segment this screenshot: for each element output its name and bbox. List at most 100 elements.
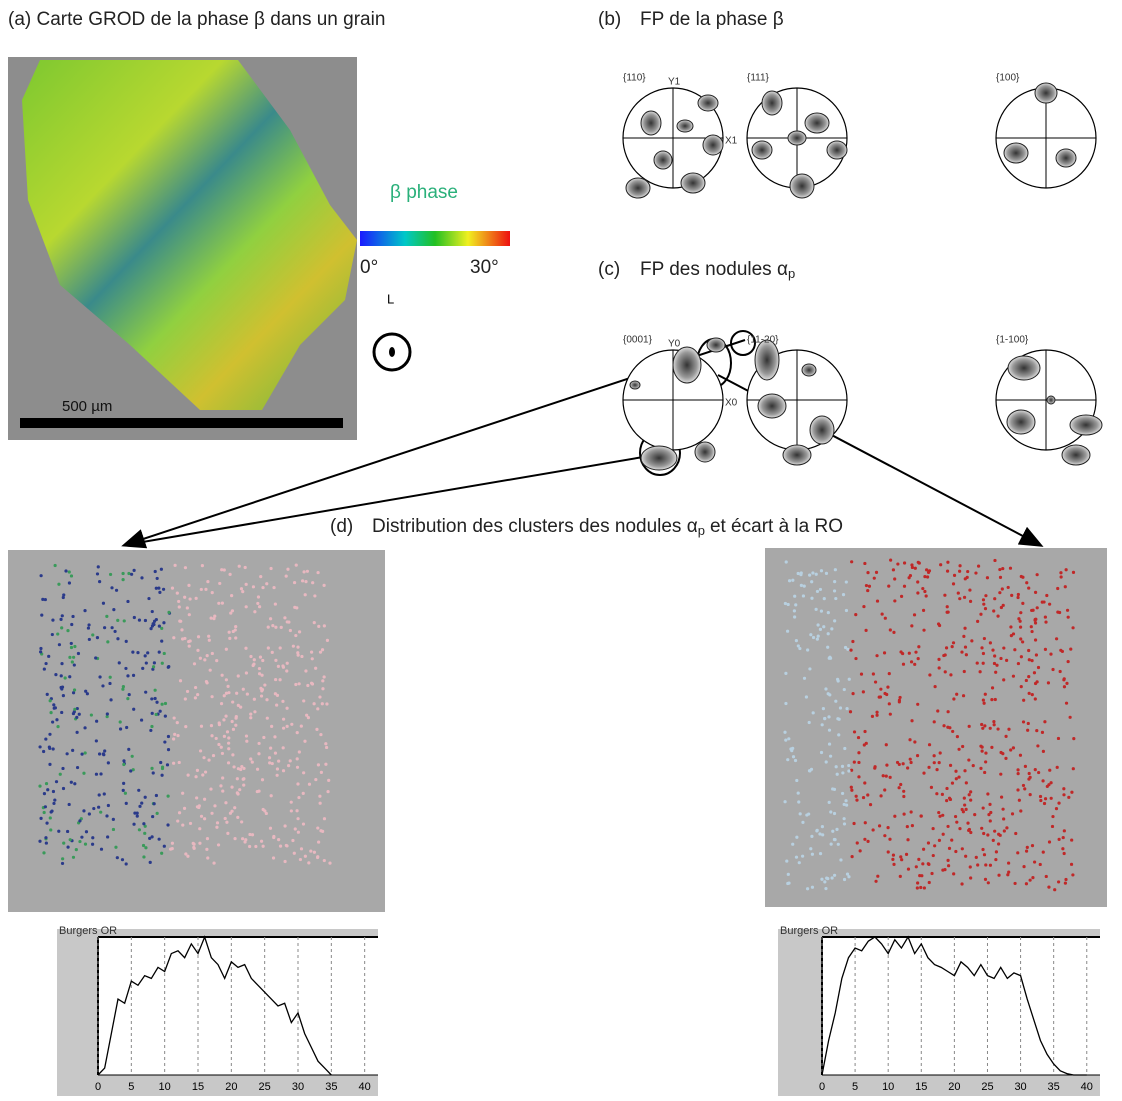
cluster-dot (913, 566, 917, 570)
cluster-dot (855, 841, 859, 845)
cluster-dot (938, 751, 942, 755)
cluster-dot (163, 714, 167, 718)
cluster-dot (937, 666, 941, 670)
cluster-dot (166, 823, 170, 827)
cluster-dot (108, 681, 112, 686)
cluster-dot (78, 839, 82, 844)
cluster-dot (302, 570, 306, 574)
cluster-dot (132, 568, 136, 572)
cluster-dot (969, 790, 973, 794)
cluster-dot (948, 763, 953, 767)
cluster-dot (1016, 661, 1021, 666)
cluster-dot (271, 856, 276, 860)
cluster-dot (281, 726, 286, 730)
cluster-dot (933, 685, 937, 689)
cluster-dot (939, 563, 943, 567)
cluster-dot (296, 817, 300, 821)
cluster-dot (874, 570, 879, 574)
cluster-dot (243, 565, 247, 570)
cluster-dot (854, 613, 858, 617)
cluster-dot (850, 855, 854, 859)
cluster-dot (950, 645, 954, 649)
cluster-dot (318, 794, 322, 798)
cluster-dot (785, 859, 789, 863)
cluster-dot (87, 623, 91, 627)
cluster-dot (62, 841, 66, 845)
cluster-dot (809, 847, 813, 851)
cluster-dot (1016, 595, 1020, 600)
cluster-dot (1000, 587, 1004, 591)
cluster-dot (987, 813, 991, 817)
cluster-dot (919, 814, 923, 818)
chart-title: Burgers OR (59, 925, 117, 937)
cluster-dot (255, 767, 260, 771)
cluster-dot (95, 572, 100, 576)
cluster-dot (893, 599, 897, 603)
cluster-dot (154, 793, 158, 798)
cluster-dot (930, 871, 934, 876)
cluster-dot (62, 593, 66, 597)
cluster-dot (222, 718, 226, 722)
cluster-dot (54, 673, 58, 677)
cluster-dot (295, 765, 300, 769)
cluster-dot (162, 621, 166, 625)
cluster-dot (40, 613, 44, 617)
cluster-dot (315, 727, 319, 731)
cluster-dot (188, 597, 192, 601)
cluster-dot (1004, 734, 1008, 738)
cluster-dot (53, 563, 57, 568)
cluster-dot (318, 695, 322, 699)
cluster-dot (316, 826, 320, 830)
cluster-dot (292, 580, 297, 585)
cluster-dot (941, 813, 945, 817)
cluster-dot (1045, 593, 1049, 598)
cluster-dot (793, 615, 797, 619)
cluster-dot (221, 776, 225, 780)
cluster-dot (994, 850, 999, 854)
cluster-dot (226, 684, 230, 688)
cluster-dot (844, 803, 849, 807)
x-tick-label: 0 (95, 1081, 101, 1093)
cluster-dot (250, 833, 255, 837)
cluster-dot (807, 812, 811, 816)
cluster-dot (1027, 658, 1031, 662)
cluster-dot (127, 692, 131, 697)
cluster-dot (946, 824, 950, 829)
cluster-dot (144, 661, 148, 665)
cluster-dot (1002, 678, 1006, 682)
cluster-dot (321, 679, 325, 683)
cluster-dot (984, 751, 988, 755)
cluster-dot (1033, 618, 1037, 622)
cluster-dot (86, 626, 91, 630)
cluster-dot (224, 647, 228, 651)
cluster-dot (85, 692, 89, 696)
cluster-dot (893, 577, 897, 581)
cluster-dot (295, 809, 299, 813)
cluster-dot (937, 657, 941, 661)
cluster-dot (301, 579, 305, 583)
cluster-dot (185, 606, 189, 610)
cluster-dot (269, 566, 273, 571)
pole-label: {110} (623, 73, 646, 84)
cluster-dot (1030, 608, 1034, 613)
cluster-dot (135, 811, 139, 815)
cluster-dot (291, 838, 295, 843)
cluster-dot (999, 750, 1003, 755)
cluster-dot (241, 687, 245, 691)
cluster-dot (122, 781, 126, 785)
cluster-dot (1048, 768, 1052, 772)
cluster-dot (60, 861, 65, 866)
cluster-dot (318, 801, 322, 805)
cluster-dot (808, 667, 812, 671)
cluster-dot (163, 701, 168, 706)
cluster-dot (829, 810, 833, 814)
cluster-dot (89, 713, 93, 717)
cluster-dot (220, 751, 225, 756)
cluster-dot (996, 727, 1000, 731)
cluster-dot (56, 725, 60, 729)
cluster-dot (160, 773, 164, 777)
cluster-dot (1044, 620, 1048, 624)
cluster-dot (183, 595, 187, 599)
cluster-dot (875, 599, 880, 603)
cluster-dot (999, 605, 1003, 610)
